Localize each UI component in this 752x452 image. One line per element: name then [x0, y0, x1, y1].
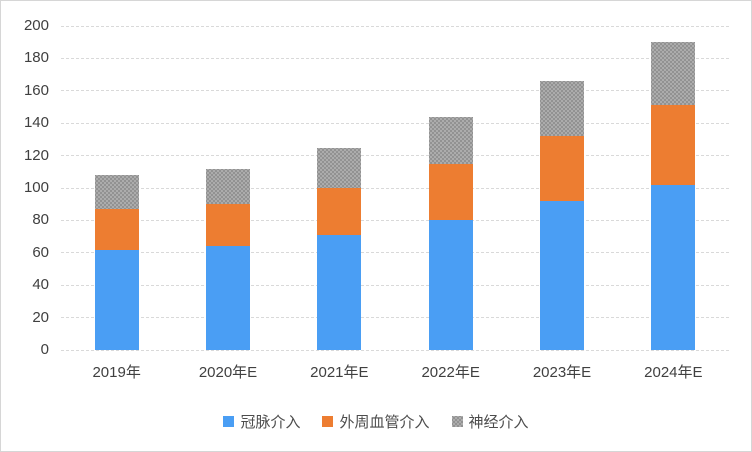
x-tick-label-2021年E: 2021年E [310, 364, 369, 381]
gridline-60 [61, 252, 729, 254]
y-tick-label-0: 0 [40, 341, 49, 358]
bar-stack-2023年E [540, 81, 584, 350]
bar-segment-冠脉介入-2020年E [206, 246, 250, 350]
bar-segment-神经介入-2023年E [540, 81, 584, 137]
bar-stack-2021年E [317, 147, 362, 350]
gridline-40 [61, 284, 729, 286]
bar-segment-外周血管介入-2021年E [317, 188, 362, 235]
bar-segment-外周血管介入-2020年E [206, 204, 250, 247]
bar-segment-冠脉介入-2023年E [540, 200, 584, 350]
gridline-120 [61, 155, 729, 157]
gridline-180 [61, 57, 729, 59]
y-tick-label-60: 60 [32, 243, 49, 261]
x-tick-label-2020年E: 2020年E [198, 364, 258, 381]
gridline-20 [61, 317, 729, 319]
bar-segment-外周血管介入-2022年E [428, 163, 473, 221]
bar-segment-外周血管介入-2023年E [540, 136, 584, 201]
legend-label: 冠脉介入 [240, 414, 301, 431]
bar-segment-神经介入-2020年E [206, 168, 250, 205]
y-tick-label-20: 20 [32, 308, 49, 326]
legend-item-神经介入: 神经介入 [451, 411, 529, 432]
bar-stack-2024年E [651, 42, 696, 350]
x-tick-label-2024年E: 2024年E [644, 364, 703, 381]
bar-segment-冠脉介入-2019年 [94, 249, 139, 350]
legend-marker-icon [451, 416, 463, 427]
legend-item-冠脉介入: 冠脉介入 [223, 411, 300, 432]
plot-area [61, 25, 729, 351]
gridline-0 [61, 349, 729, 351]
bar-segment-神经介入-2021年E [317, 147, 362, 189]
legend-label: 外周血管介入 [339, 414, 430, 431]
bar-stack-2019年 [94, 175, 139, 350]
gridline-140 [61, 122, 729, 124]
legend-marker-icon [322, 416, 334, 427]
bar-segment-外周血管介入-2024年E [651, 105, 696, 185]
legend-item-外周血管介入: 外周血管介入 [322, 411, 430, 432]
bar-segment-冠脉介入-2022年E [428, 220, 473, 350]
y-tick-label-40: 40 [32, 276, 49, 294]
bar-stack-2020年E [206, 168, 250, 350]
legend-label: 神经介入 [468, 414, 529, 431]
y-tick-label-180: 180 [23, 49, 49, 67]
y-tick-label-140: 140 [23, 114, 49, 132]
bar-segment-神经介入-2024年E [651, 42, 696, 106]
y-tick-label-100: 100 [23, 179, 49, 196]
bar-stack-2022年E [428, 116, 473, 350]
gridline-80 [61, 219, 729, 221]
legend: 冠脉介入 外周血管介入 神经介入 [1, 411, 751, 432]
bar-segment-冠脉介入-2024年E [651, 184, 696, 350]
bar-segment-外周血管介入-2019年 [94, 209, 139, 250]
x-tick-label-2023年E: 2023年E [532, 364, 592, 381]
gridline-160 [61, 90, 729, 92]
y-tick-label-120: 120 [23, 146, 49, 164]
gridline-100 [61, 187, 729, 189]
y-tick-label-160: 160 [23, 81, 49, 99]
bar-segment-冠脉介入-2021年E [317, 234, 362, 350]
gridline-200 [61, 25, 729, 27]
y-tick-label-200: 200 [23, 17, 49, 34]
legend-marker-icon [223, 416, 235, 427]
x-tick-label-2019年: 2019年 [92, 364, 141, 381]
x-tick-label-2022年E: 2022年E [421, 364, 480, 381]
bar-segment-神经介入-2019年 [94, 175, 139, 210]
bar-segment-神经介入-2022年E [428, 116, 473, 164]
y-tick-label-80: 80 [32, 211, 49, 229]
x-axis: 2019年 2020年E 2021年E 2022年E 2023年E 2024年E [61, 361, 729, 383]
